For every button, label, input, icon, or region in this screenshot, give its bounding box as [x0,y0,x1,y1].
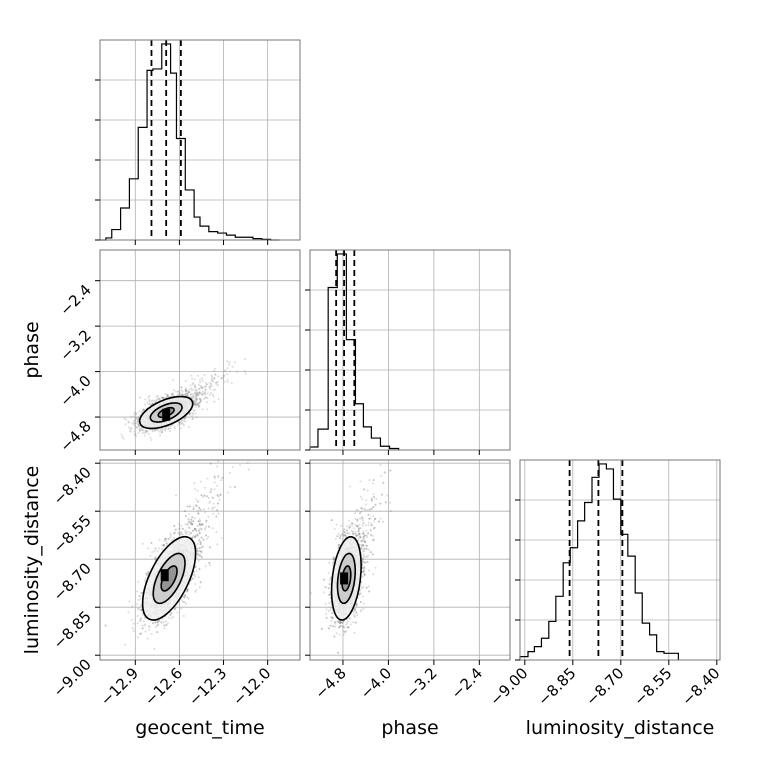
x-axis-label-phase: phase [381,717,438,739]
histogram-step-luminosity-distance [519,463,679,660]
y-tick-label: −8.40 [50,463,95,508]
y-tick-label: −8.85 [50,607,95,652]
hist-2-frame [519,459,721,661]
x-tick-label: −8.70 [582,664,627,709]
x-tick-label: −8.55 [630,664,675,709]
x-tick-label: −12.0 [229,664,274,709]
hist-panel-geocent-time [95,39,301,245]
histogram-step-geocent-time [100,43,280,241]
scatter-panel-geocent-time-vs-phase-background [100,250,300,450]
scatter-panel-geocent-time-vs-luminosity-distance: −12.9−12.6−12.3−12.0 −9.00−8.85−8.70−8.55… [50,459,301,709]
x-tick-label: −12.6 [141,664,186,709]
hist-0-background [100,40,300,240]
x-tick-label: −4.8 [311,664,349,702]
density-peak-bin [160,569,169,582]
panels-layer: −9.00 −8.85 −8.70 −8.55 −8.40−4.8−4.0−3.2−2.… [50,39,724,709]
histogram-step-phase [309,253,400,450]
hist-1-background [310,250,510,450]
density-peak-bin [162,408,171,421]
x-tick-label: −8.85 [534,664,579,709]
hist-0-frame [99,39,301,241]
y-tick-label: −2.4 [56,281,94,319]
x-tick-label: −8.40 [678,664,723,709]
x-tick-label: −2.4 [448,664,486,702]
y-tick-label: −4.8 [56,417,94,455]
y-axis-label-luminosity-distance: luminosity_distance [21,466,43,655]
x-tick-label: −4.0 [357,664,395,702]
y-tick-label: −8.70 [50,559,95,604]
x-axis-label-luminosity-distance: luminosity_distance [526,717,715,739]
scatter-panel-phase-vs-luminosity-distance: −4.8 −4.0 −3.2 −2.4 [305,459,511,703]
x-axis-label-geocent-time: geocent_time [135,717,264,739]
hist-2-background [520,460,720,660]
y-tick-label: −4.0 [56,372,94,410]
scatter-panel-geocent-time-vs-phase-frame [99,249,301,451]
hist-1-frame [309,249,511,451]
hist-panel-phase [305,249,511,455]
scatter-panel-geocent-time-vs-luminosity-distance-frame [99,459,301,661]
y-tick-label: −9.00 [50,655,95,700]
x-tick-label: −12.9 [97,664,142,709]
scatter-panel-geocent-time-vs-phase: −4.8 −4.0 −3.2 −2.4 [56,249,301,456]
y-tick-label: −8.55 [50,511,95,556]
axis-labels-layer: geocent_time phase luminosity_distance p… [21,321,714,739]
x-tick-label: −9.00 [486,664,531,709]
density-peak-bin [340,572,349,585]
x-tick-label: −12.3 [185,664,230,709]
y-tick-label: −3.2 [56,326,94,364]
scatter-panel-phase-vs-luminosity-distance-frame [309,459,511,661]
x-tick-label: −3.2 [402,664,440,702]
scatter-panel-geocent-time-vs-luminosity-distance-background [100,460,300,660]
y-axis-label-phase: phase [21,321,43,378]
hist-panel-luminosity-distance: −9.00 −8.85 −8.70 −8.55 −8.40 [486,459,724,709]
